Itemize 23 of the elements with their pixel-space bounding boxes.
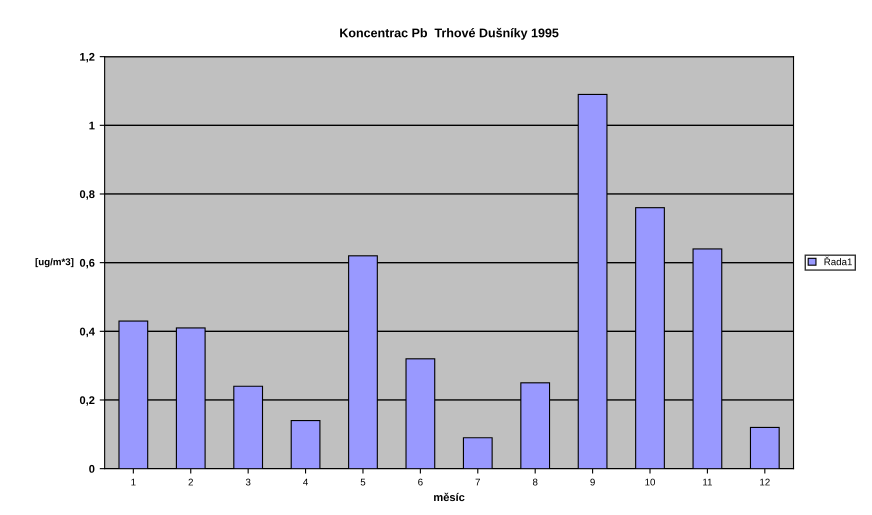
y-tick-label: 1 <box>89 122 95 130</box>
x-axis-title: měsíc <box>434 492 465 502</box>
x-tick-label: 2 <box>188 478 193 486</box>
x-tick-label: 11 <box>703 478 712 486</box>
x-tick-label: 3 <box>246 478 250 486</box>
x-tick-label: 10 <box>645 478 656 486</box>
y-tick-label: 0,8 <box>80 190 95 200</box>
legend-label: Řada1 <box>824 256 852 266</box>
x-tick-label: 5 <box>360 478 366 486</box>
y-tick-label: 1,2 <box>80 52 94 62</box>
x-tick-label: 7 <box>476 478 480 486</box>
chart-title: Koncentrac Pb Trhové Dušníky 1995 <box>340 28 559 40</box>
y-tick-label: 0,2 <box>80 396 94 406</box>
x-tick-label: 4 <box>303 478 308 486</box>
x-tick-label: 9 <box>590 478 595 486</box>
y-axis-title: [ug/m*3] <box>36 258 74 268</box>
y-tick-label: 0,4 <box>80 328 95 338</box>
x-tick-label: 1 <box>131 478 136 486</box>
y-tick-label: 0 <box>89 464 94 473</box>
x-tick-label: 6 <box>418 478 423 486</box>
x-tick-label: 12 <box>760 478 770 486</box>
y-tick-label: 0,6 <box>80 258 95 268</box>
x-tick-label: 8 <box>532 478 538 486</box>
